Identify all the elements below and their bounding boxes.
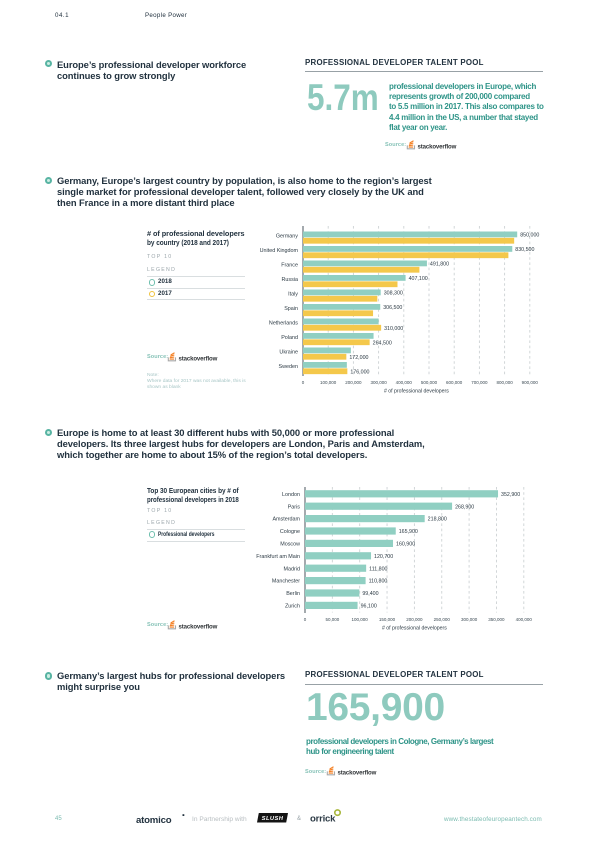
svg-text:500,000: 500,000 <box>421 380 438 385</box>
svg-text:306,500: 306,500 <box>383 305 402 311</box>
svg-text:300,000: 300,000 <box>370 380 387 385</box>
svg-text:Madrid: Madrid <box>284 566 300 572</box>
svg-text:stackoverflow: stackoverflow <box>338 769 377 776</box>
svg-text:407,100: 407,100 <box>409 276 428 282</box>
svg-text:99,400: 99,400 <box>362 591 378 597</box>
svg-text:160,900: 160,900 <box>396 542 415 548</box>
svg-text:Frankfurt am Main: Frankfurt am Main <box>256 554 300 560</box>
svg-text:Germany: Germany <box>276 234 298 240</box>
svg-text:Paris: Paris <box>288 504 301 510</box>
svg-text:96,100: 96,100 <box>361 604 377 610</box>
svg-text:264,500: 264,500 <box>373 340 392 346</box>
svg-text:250,000: 250,000 <box>434 617 451 622</box>
svg-text:# of professional developers: # of professional developers <box>384 389 449 395</box>
svg-text:Spain: Spain <box>284 306 298 312</box>
svg-text:308,300: 308,300 <box>384 290 403 296</box>
svg-text:atomico: atomico <box>136 815 172 826</box>
svg-text:Cologne: Cologne <box>280 529 300 535</box>
svg-text:orrick: orrick <box>310 814 336 825</box>
svg-text:111,800: 111,800 <box>369 566 387 572</box>
svg-text:350,000: 350,000 <box>488 617 505 622</box>
svg-text:600,000: 600,000 <box>446 380 463 385</box>
svg-text:Zurich: Zurich <box>285 604 300 610</box>
svg-text:900,000: 900,000 <box>522 380 539 385</box>
svg-text:stackoverflow: stackoverflow <box>179 623 218 630</box>
svg-text:218,800: 218,800 <box>428 517 447 523</box>
svg-text:700,000: 700,000 <box>471 380 488 385</box>
svg-text:Amsterdam: Amsterdam <box>272 517 300 523</box>
svg-text:Russia: Russia <box>282 277 298 283</box>
svg-text:50,000: 50,000 <box>325 617 339 622</box>
svg-text:268,900: 268,900 <box>455 504 474 510</box>
svg-text:300,000: 300,000 <box>461 617 478 622</box>
svg-text:London: London <box>282 492 300 498</box>
svg-text:France: France <box>281 263 298 269</box>
svg-text:176,000: 176,000 <box>350 369 369 375</box>
svg-text:150,000: 150,000 <box>379 617 396 622</box>
svg-text:Berlin: Berlin <box>286 591 300 597</box>
svg-text:800,000: 800,000 <box>496 380 513 385</box>
svg-text:165,900: 165,900 <box>399 529 418 535</box>
svg-text:352,900: 352,900 <box>501 492 520 498</box>
svg-text:Manchester: Manchester <box>272 579 300 585</box>
svg-text:0: 0 <box>304 617 307 622</box>
svg-text:Moscow: Moscow <box>280 542 300 548</box>
svg-text:0: 0 <box>302 380 305 385</box>
svg-text:stackoverflow: stackoverflow <box>418 143 457 150</box>
svg-text:Ukraine: Ukraine <box>279 350 298 356</box>
svg-text:Netherlands: Netherlands <box>269 321 298 327</box>
svg-text:stackoverflow: stackoverflow <box>179 355 218 362</box>
svg-text:100,000: 100,000 <box>320 380 337 385</box>
svg-text:120,700: 120,700 <box>374 554 393 560</box>
svg-text:100,000: 100,000 <box>352 617 369 622</box>
svg-text:# of professional developers: # of professional developers <box>382 626 447 632</box>
svg-text:200,000: 200,000 <box>345 380 362 385</box>
svg-text:830,500: 830,500 <box>515 247 534 253</box>
svg-text:200,000: 200,000 <box>406 617 423 622</box>
svg-text:Italy: Italy <box>288 292 298 298</box>
svg-text:Sweden: Sweden <box>279 364 298 370</box>
svg-text:310,000: 310,000 <box>384 326 403 332</box>
svg-text:400,000: 400,000 <box>516 617 533 622</box>
svg-text:Poland: Poland <box>281 335 298 341</box>
svg-text:491,800: 491,800 <box>430 261 449 267</box>
svg-text:400,000: 400,000 <box>396 380 413 385</box>
svg-text:United Kingdom: United Kingdom <box>260 248 299 254</box>
svg-text:850,000: 850,000 <box>520 232 539 238</box>
svg-text:110,800: 110,800 <box>369 579 388 585</box>
svg-text:172,000: 172,000 <box>349 355 368 361</box>
svg-text:SLUSH: SLUSH <box>262 816 284 822</box>
